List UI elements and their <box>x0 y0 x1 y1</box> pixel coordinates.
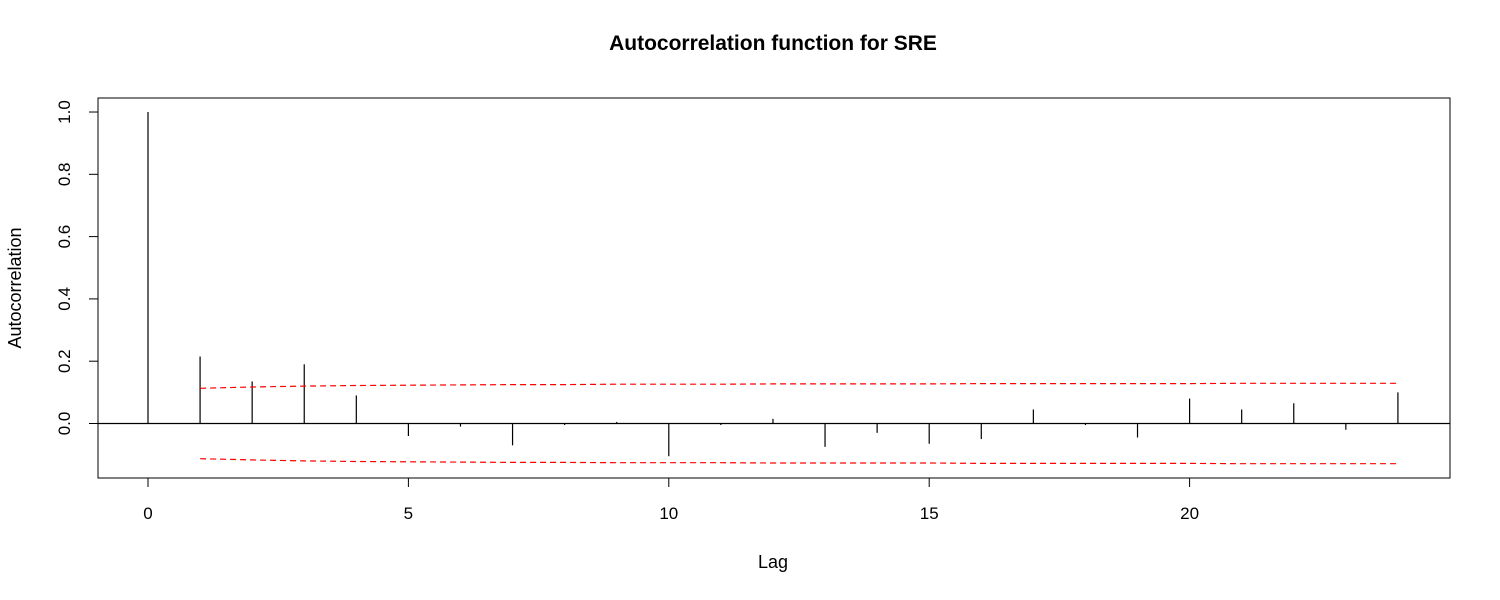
x-tick-label: 5 <box>404 504 413 523</box>
chart-title: Autocorrelation function for SRE <box>609 32 937 55</box>
y-tick-label: 0.4 <box>55 287 74 311</box>
chart-marks: 0 5 10 15 20 0.0 0.2 0.4 0.6 0.8 1.0 <box>55 100 1450 523</box>
y-tick-label: 0.6 <box>55 225 74 249</box>
x-tick-label: 15 <box>920 504 939 523</box>
y-tick-label: 1.0 <box>55 100 74 124</box>
plot-area-frame <box>97 97 1451 479</box>
y-tick-label: 0.8 <box>55 162 74 186</box>
y-tick-label: 0.0 <box>55 412 74 436</box>
y-axis-title: Autocorrelation <box>5 227 25 348</box>
x-axis-title: Lag <box>758 552 788 572</box>
x-tick-label: 10 <box>659 504 678 523</box>
x-tick-label: 20 <box>1180 504 1199 523</box>
x-tick-label: 0 <box>143 504 152 523</box>
upper-confidence-band <box>200 382 1398 389</box>
y-tick-label: 0.2 <box>55 349 74 373</box>
lower-confidence-band <box>200 458 1398 465</box>
